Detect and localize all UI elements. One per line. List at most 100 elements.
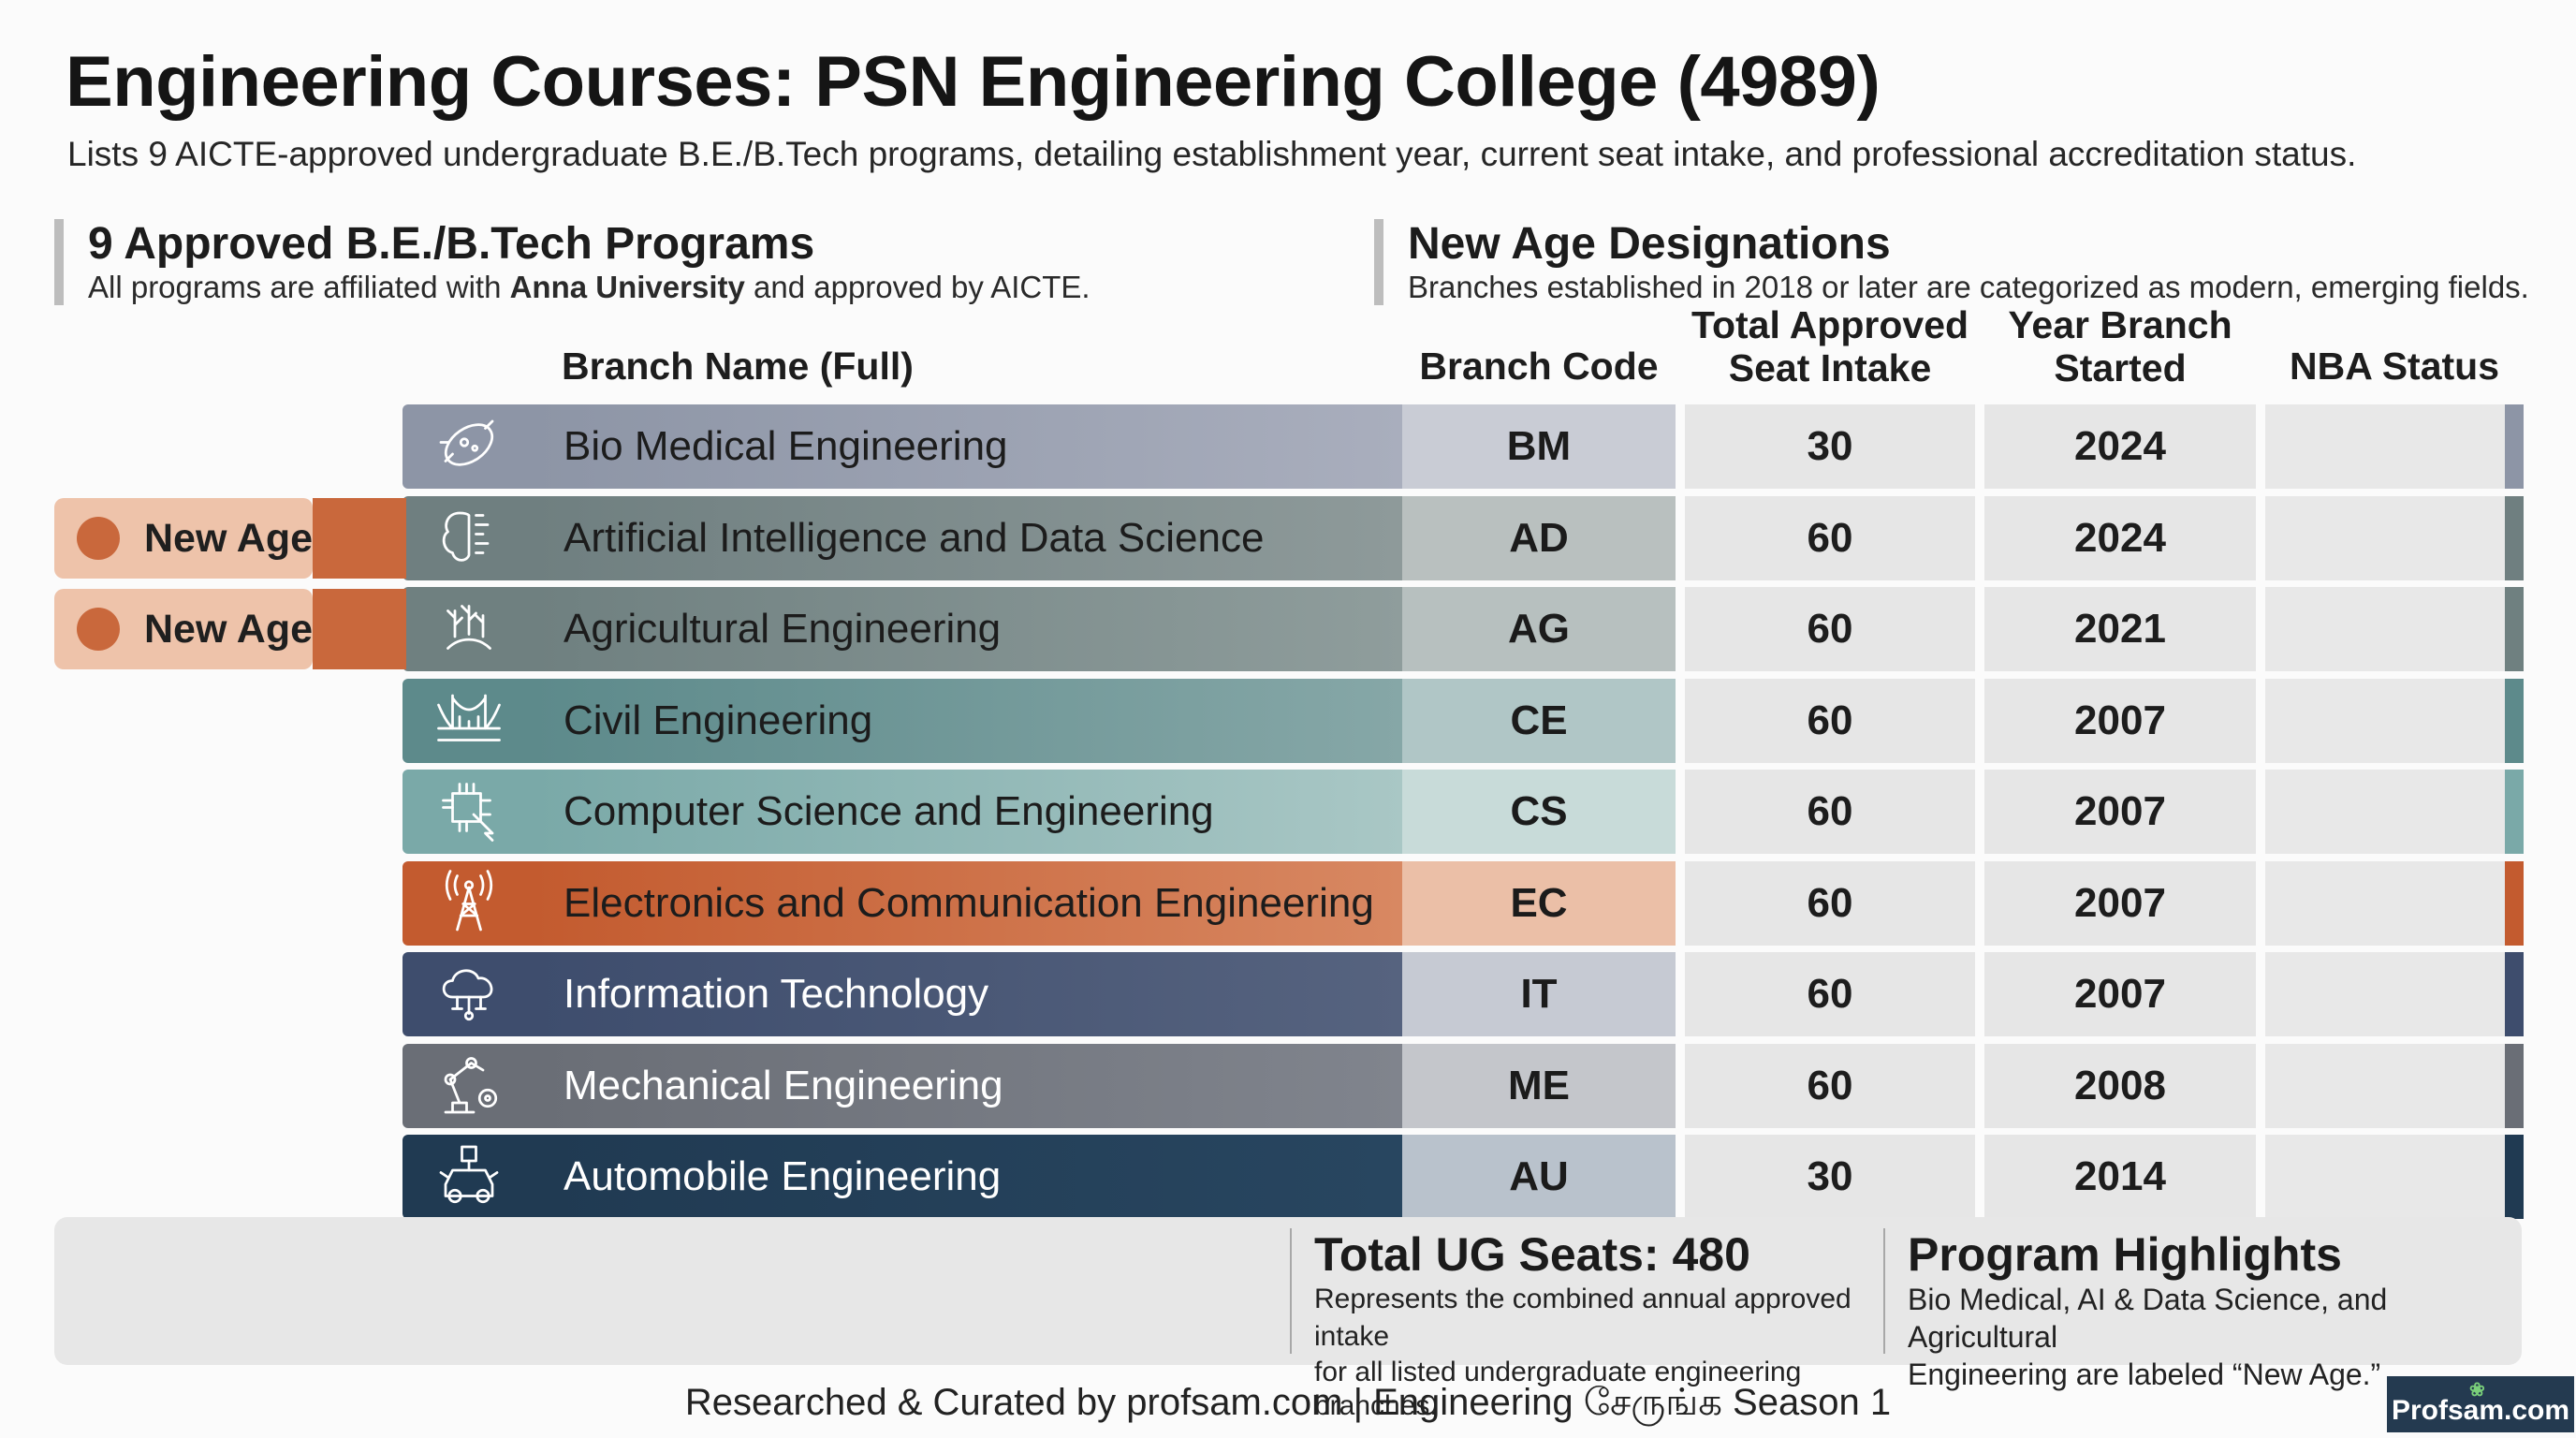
total-seats-block: Total UG Seats: 480 Represents the combi…	[1290, 1228, 1870, 1421]
nba-status	[2265, 1135, 2514, 1219]
seat-intake: 60	[1685, 587, 1975, 671]
footer-credit: Researched & Curated by profsam.com | En…	[684, 1382, 1892, 1423]
microbe-icon	[432, 407, 506, 487]
crop-icon	[432, 590, 506, 669]
new-age-heading: New Age Designations	[1408, 219, 1891, 269]
year-started: 2008	[1984, 1044, 2256, 1128]
profsam-logo: ❀ Profsam.com	[2387, 1376, 2574, 1432]
col-header-year-started: Year Branch Started	[1984, 303, 2256, 389]
branch-code: AG	[1402, 587, 1676, 671]
cloud-icon	[432, 955, 506, 1034]
desc-text: All programs are affiliated with	[88, 270, 510, 304]
seat-header-line2: Seat Intake	[1728, 346, 1932, 389]
badge-dot-icon	[77, 517, 120, 560]
nba-status-accent	[2505, 1135, 2524, 1219]
branch-code: AU	[1402, 1135, 1676, 1219]
bridge-icon	[432, 682, 506, 761]
branch-name: Bio Medical Engineering	[535, 404, 1402, 489]
branch-code: EC	[1402, 861, 1676, 946]
table-row: Computer Science and Engineering CS 60 2007	[402, 770, 2524, 854]
nba-status-accent	[2505, 587, 2524, 671]
nba-status-accent	[2505, 952, 2524, 1036]
nba-status	[2265, 679, 2514, 763]
nba-status-accent	[2505, 496, 2524, 580]
col-header-seat-intake: Total Approved Seat Intake	[1685, 303, 1975, 389]
seat-intake: 60	[1685, 1044, 1975, 1128]
branch-icon-cell	[402, 952, 535, 1036]
seat-intake: 60	[1685, 861, 1975, 946]
new-age-description: Branches established in 2018 or later ar…	[1408, 270, 2529, 304]
new-age-connector	[313, 589, 406, 669]
branch-name: Agricultural Engineering	[535, 587, 1402, 671]
branch-code: IT	[1402, 952, 1676, 1036]
col-header-branch-code: Branch Code	[1419, 345, 1659, 388]
branch-icon-cell	[402, 587, 535, 671]
desc-text-end: and approved by AICTE.	[744, 270, 1090, 304]
nba-status	[2265, 587, 2514, 671]
table-row: Mechanical Engineering ME 60 2008	[402, 1044, 2524, 1128]
branch-name: Automobile Engineering	[535, 1135, 1402, 1219]
seat-intake: 60	[1685, 770, 1975, 854]
summary-panel	[54, 1217, 2522, 1365]
branch-name: Artificial Intelligence and Data Science	[535, 496, 1402, 580]
new-age-badge: New Age	[54, 589, 313, 669]
nba-status	[2265, 496, 2514, 580]
new-age-connector	[313, 498, 406, 579]
highlights-desc-2: Engineering are labeled “New Age.”	[1908, 1357, 2381, 1391]
nba-status	[2265, 1044, 2514, 1128]
program-highlights-block: Program Highlights Bio Medical, AI & Dat…	[1883, 1228, 2501, 1391]
branch-code: ME	[1402, 1044, 1676, 1128]
branch-name: Civil Engineering	[535, 679, 1402, 763]
new-age-badge: New Age	[54, 498, 313, 579]
table-row: Civil Engineering CE 60 2007	[402, 679, 2524, 763]
logo-text: Profsam.com	[2391, 1395, 2570, 1426]
branch-code: BM	[1402, 404, 1676, 489]
nba-status	[2265, 770, 2514, 854]
seat-intake: 60	[1685, 952, 1975, 1036]
branch-name: Computer Science and Engineering	[535, 770, 1402, 854]
year-started: 2024	[1984, 496, 2256, 580]
nba-status-accent	[2505, 770, 2524, 854]
ai-brain-icon	[432, 499, 506, 579]
branch-icon-cell	[402, 679, 535, 763]
new-age-label: New Age	[144, 515, 313, 561]
nba-status-accent	[2505, 404, 2524, 489]
table-row: Artificial Intelligence and Data Science…	[402, 496, 2524, 580]
year-started: 2024	[1984, 404, 2256, 489]
leaf-icon: ❀	[2469, 1380, 2485, 1401]
total-seats-title: Total UG Seats: 480	[1314, 1228, 1750, 1281]
branch-code: AD	[1402, 496, 1676, 580]
programs-section-header: 9 Approved B.E./B.Tech Programs All prog…	[54, 219, 1090, 305]
table-row: Automobile Engineering AU 30 2014	[402, 1135, 2524, 1219]
seat-intake: 30	[1685, 1135, 1975, 1219]
col-header-branch-name: Branch Name (Full)	[562, 345, 914, 388]
branch-icon-cell	[402, 1044, 535, 1128]
year-header-line1: Year Branch	[2008, 303, 2232, 346]
programs-description: All programs are affiliated with Anna Un…	[88, 270, 1090, 305]
badge-dot-icon	[77, 608, 120, 651]
new-age-label: New Age	[144, 606, 313, 652]
branch-code: CE	[1402, 679, 1676, 763]
branch-name: Mechanical Engineering	[535, 1044, 1402, 1128]
table-row: Information Technology IT 60 2007	[402, 952, 2524, 1036]
year-started: 2007	[1984, 770, 2256, 854]
table-row: Agricultural Engineering AG 60 2021	[402, 587, 2524, 671]
seat-intake: 30	[1685, 404, 1975, 489]
branch-icon-cell	[402, 1135, 535, 1219]
circuit-icon	[432, 772, 506, 852]
page-subtitle: Lists 9 AICTE-approved undergraduate B.E…	[67, 135, 2357, 173]
nba-status	[2265, 404, 2514, 489]
nba-status-accent	[2505, 861, 2524, 946]
table-row: Electronics and Communication Engineerin…	[402, 861, 2524, 946]
year-started: 2007	[1984, 679, 2256, 763]
nba-status	[2265, 861, 2514, 946]
col-header-nba-status: NBA Status	[2290, 345, 2499, 388]
seat-intake: 60	[1685, 679, 1975, 763]
branch-name: Electronics and Communication Engineerin…	[535, 861, 1402, 946]
year-started: 2014	[1984, 1135, 2256, 1219]
branch-icon-cell	[402, 496, 535, 580]
branch-name: Information Technology	[535, 952, 1402, 1036]
nba-status-accent	[2505, 679, 2524, 763]
branch-icon-cell	[402, 404, 535, 489]
highlights-title: Program Highlights	[1908, 1228, 2342, 1281]
